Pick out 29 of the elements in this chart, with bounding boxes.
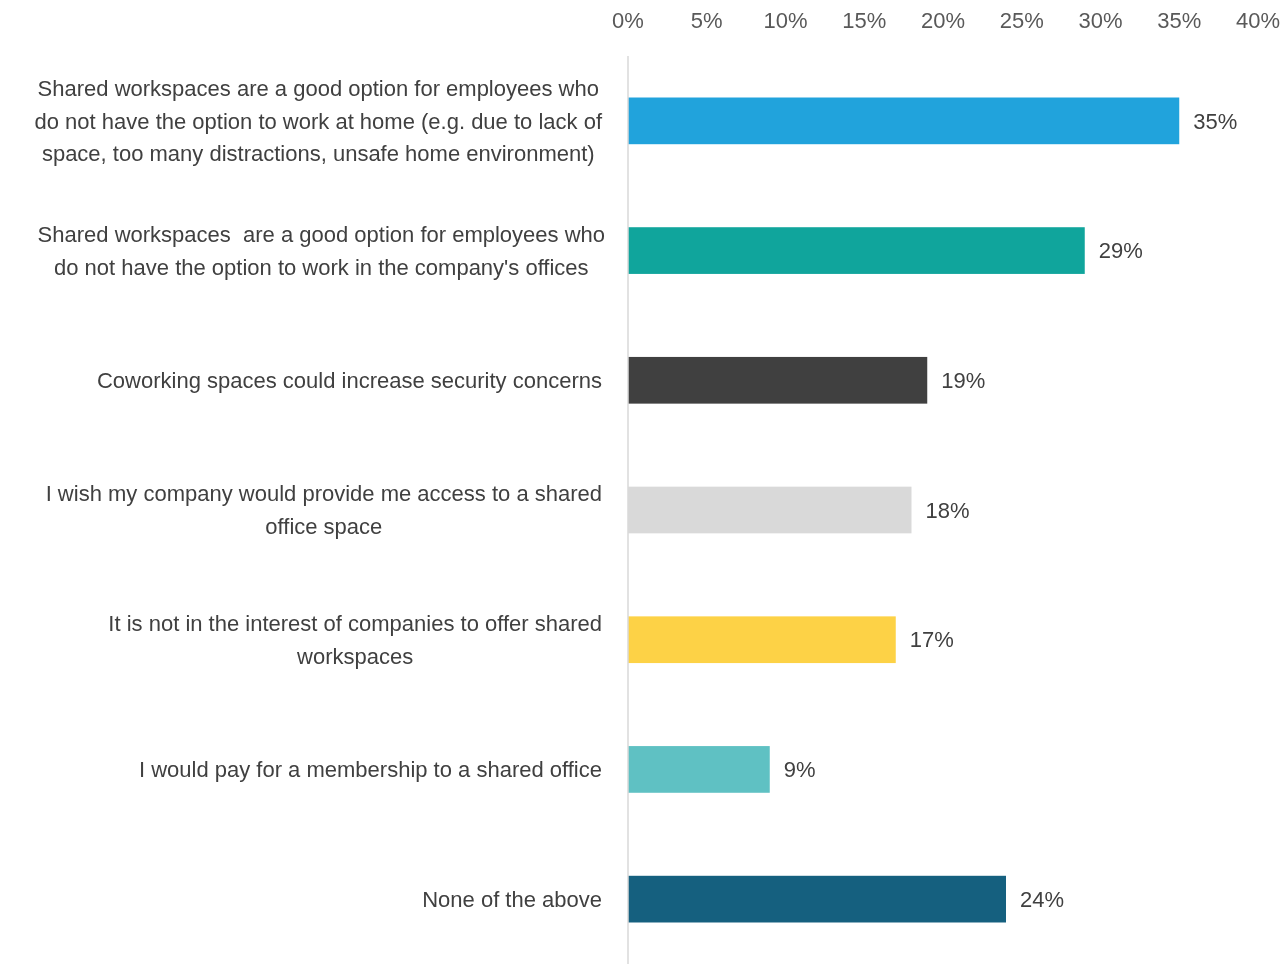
x-tick-label: 5% xyxy=(690,8,723,33)
x-tick-label: 20% xyxy=(920,8,966,33)
bar xyxy=(628,227,1085,274)
x-tick-label: 40% xyxy=(1235,8,1281,33)
data-label: 19% xyxy=(941,367,986,393)
data-label: 24% xyxy=(1020,886,1065,912)
bar xyxy=(628,746,770,793)
y-tick-label: None of the above xyxy=(422,886,602,912)
data-label: 35% xyxy=(1193,108,1238,134)
y-tick-label: I would pay for a membership to a shared office xyxy=(138,757,602,783)
x-tick-label: 30% xyxy=(1078,8,1123,33)
y-tick-label: Coworking spaces could increase security concerns xyxy=(96,367,602,393)
x-tick-label: 35% xyxy=(1157,8,1202,33)
y-tick-label: Shared workspaces are a good option for employees who do not have the option to work at home (e.g. due to lack of space, too many distractions, unsafe home environment) xyxy=(34,76,603,167)
y-tick-label: Shared workspaces are a good option for employees who do not have the option to work in the company's offices xyxy=(37,222,606,280)
data-label: 17% xyxy=(909,627,954,653)
data-label: 18% xyxy=(925,497,970,523)
x-tick-label: 25% xyxy=(999,8,1044,33)
y-tick-label: I wish my company would provide me access to a shared office space xyxy=(45,481,602,539)
bar xyxy=(628,875,1006,923)
data-label: 9% xyxy=(783,757,816,783)
data-label: 29% xyxy=(1098,238,1143,264)
y-tick-label: It is not in the interest of companies to offer shared workspaces xyxy=(108,611,602,669)
bar xyxy=(628,97,1180,145)
x-tick-label: 0% xyxy=(612,8,644,33)
bar xyxy=(628,616,896,664)
x-tick-label: 10% xyxy=(763,8,808,33)
x-tick-label: 15% xyxy=(842,8,887,33)
bar xyxy=(628,356,928,404)
